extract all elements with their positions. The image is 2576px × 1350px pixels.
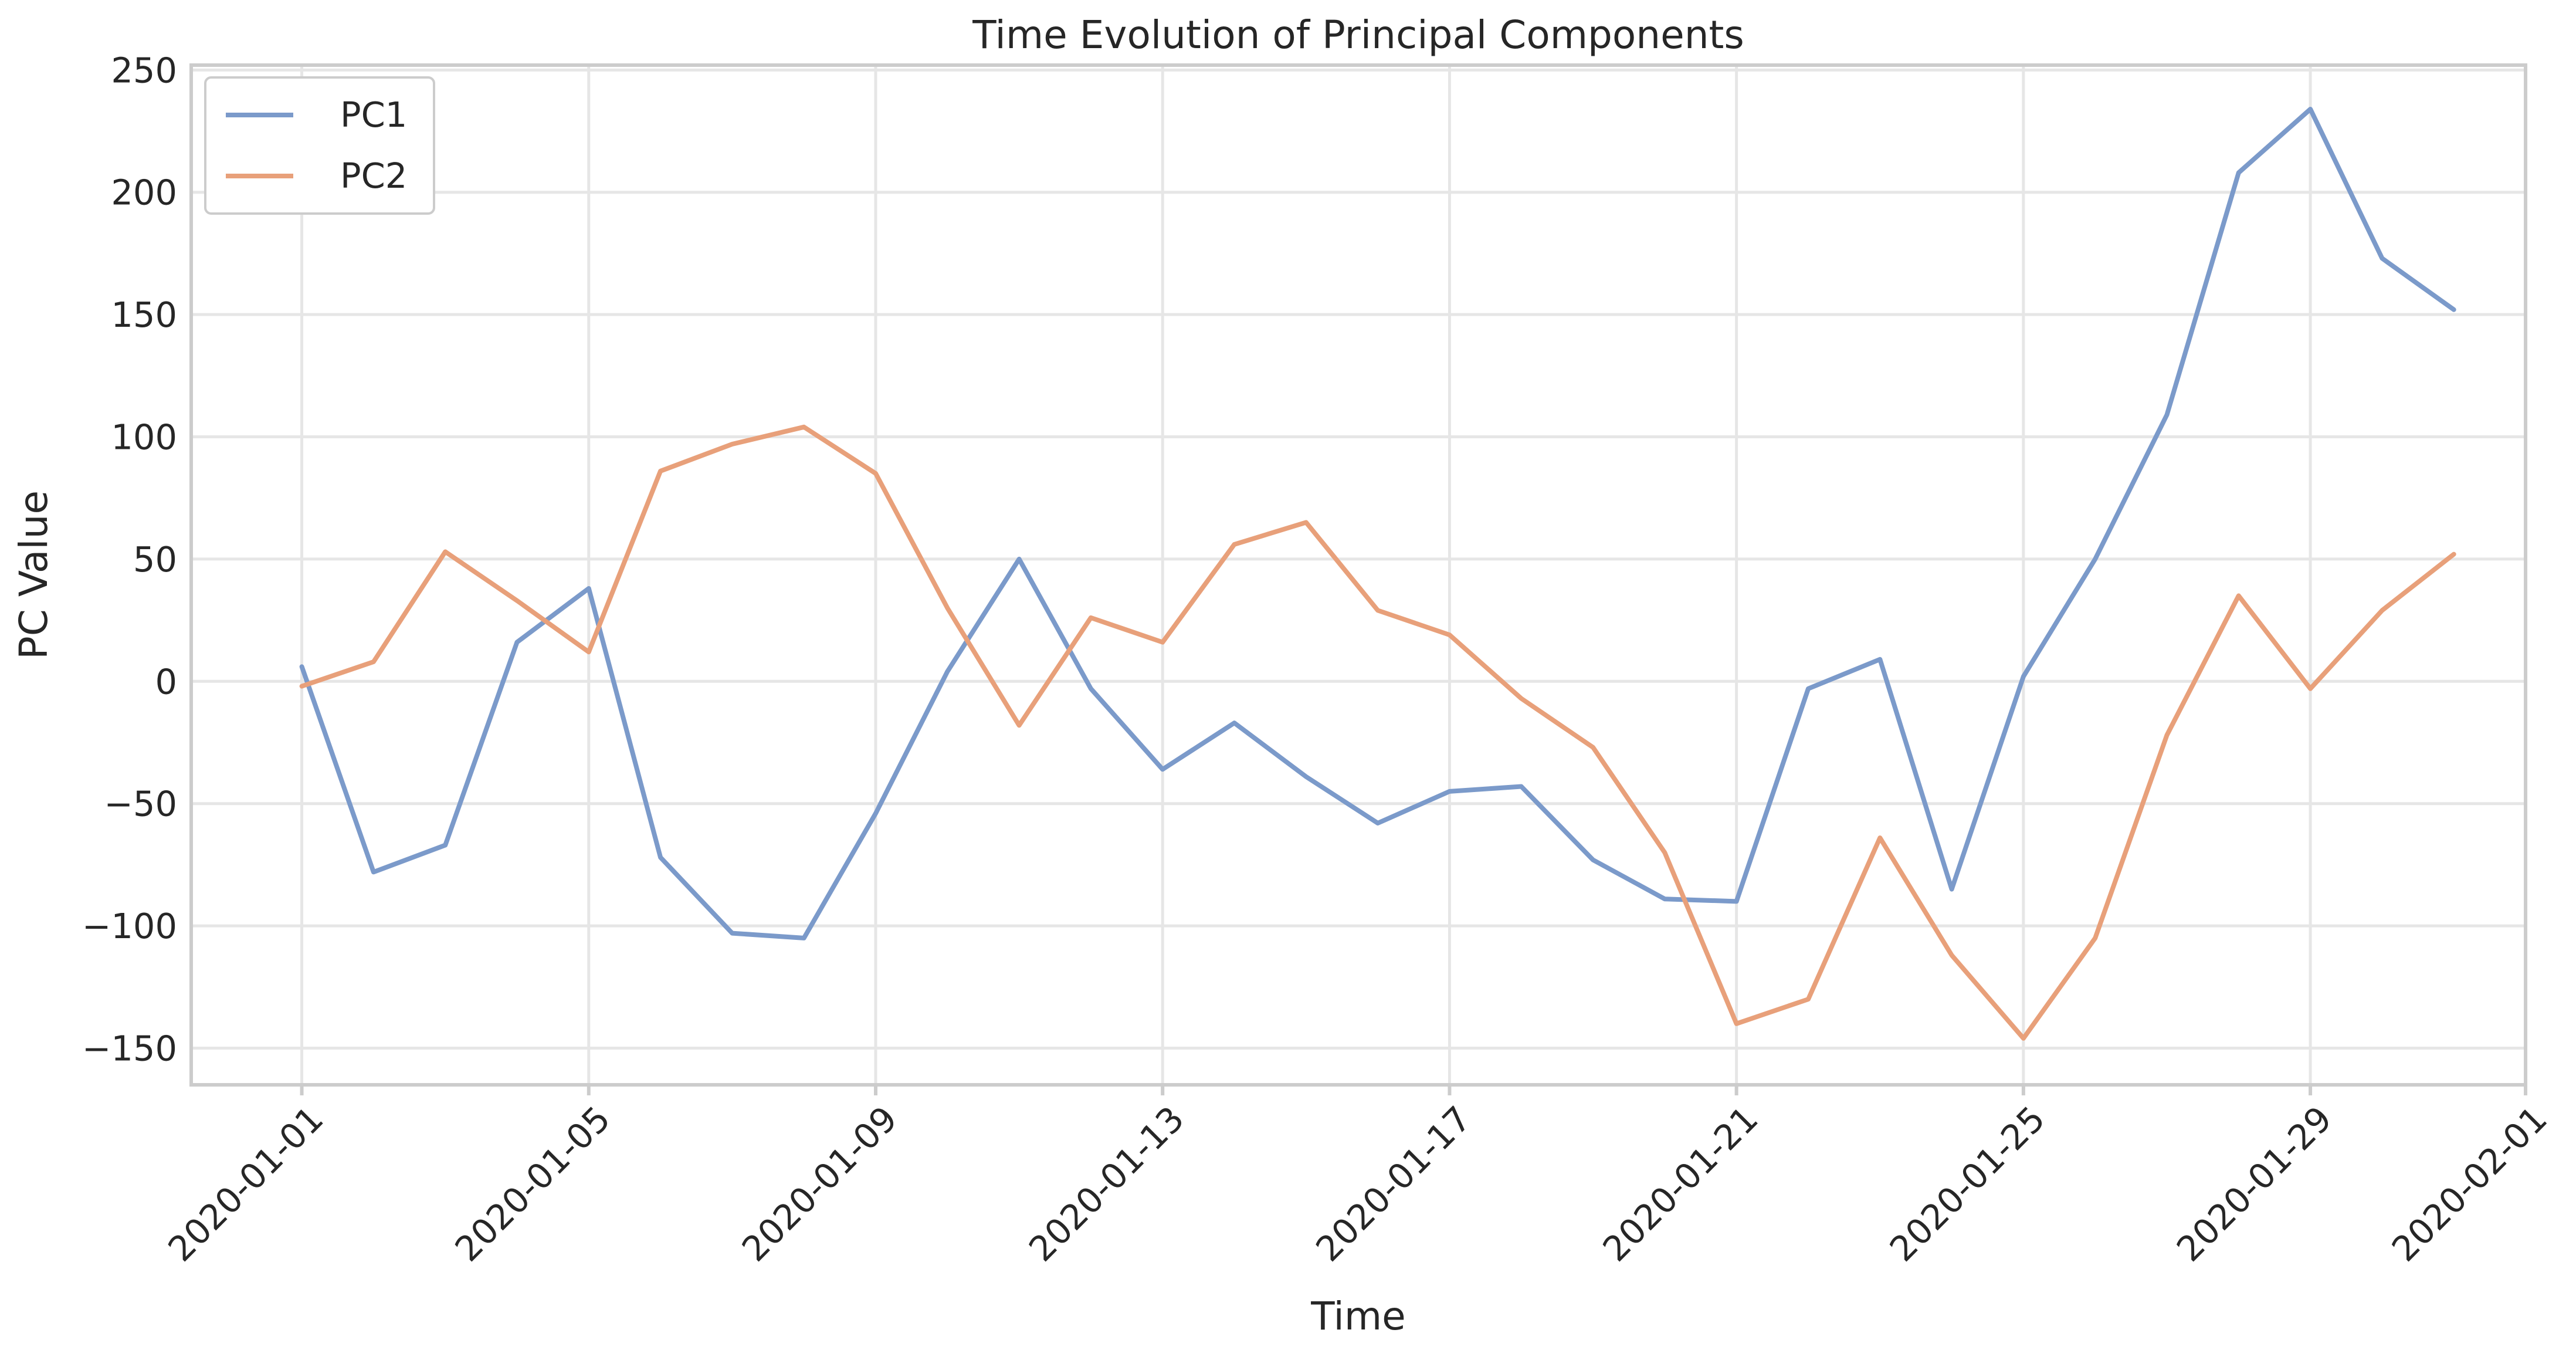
plot-frame xyxy=(189,63,2527,1087)
x-axis-ticks: 2020-01-01 2020-01-05 2020-01-09 2020-01-13… xyxy=(160,1085,2555,1269)
legend-label-pc1: PC1 xyxy=(340,94,407,135)
x-tick-label: 2020-01-05 xyxy=(447,1098,618,1269)
y-tick-label: 0 xyxy=(155,661,177,702)
grid xyxy=(191,65,2527,1085)
x-tick-label: 2020-01-01 xyxy=(160,1098,331,1269)
y-tick-label: −100 xyxy=(82,906,177,946)
legend-label-pc2: PC2 xyxy=(340,155,407,196)
legend-box xyxy=(204,76,435,215)
y-tick-label: 150 xyxy=(111,295,177,335)
x-tick-label: 2020-01-17 xyxy=(1308,1098,1479,1269)
x-tick-label: 2020-01-09 xyxy=(734,1098,905,1269)
x-tick-label: 2020-01-21 xyxy=(1595,1098,1765,1269)
y-tick-label: −150 xyxy=(82,1028,177,1068)
x-tick-label: 2020-01-29 xyxy=(2169,1098,2340,1269)
chart-title: Time Evolution of Principal Components xyxy=(972,12,1744,57)
y-tick-label: 250 xyxy=(111,50,177,90)
y-tick-label: 50 xyxy=(133,539,177,580)
x-tick-label: 2020-02-01 xyxy=(2384,1098,2555,1269)
series-line-pc1 xyxy=(299,107,2456,940)
legend: PC1 PC2 xyxy=(204,76,435,215)
series-line-pc2 xyxy=(299,424,2456,1041)
plot-series xyxy=(299,107,2456,1041)
y-axis-ticks: −150 −100 −50 0 50 100 150 200 250 xyxy=(82,50,177,1068)
y-tick-label: 200 xyxy=(111,172,177,213)
y-tick-label: 100 xyxy=(111,417,177,458)
x-tick-label: 2020-01-25 xyxy=(1882,1098,2053,1269)
y-axis-label: PC Value xyxy=(11,490,56,659)
x-axis-label: Time xyxy=(1310,1294,1406,1339)
y-tick-label: −50 xyxy=(104,784,177,824)
x-tick-label: 2020-01-13 xyxy=(1021,1098,1192,1269)
